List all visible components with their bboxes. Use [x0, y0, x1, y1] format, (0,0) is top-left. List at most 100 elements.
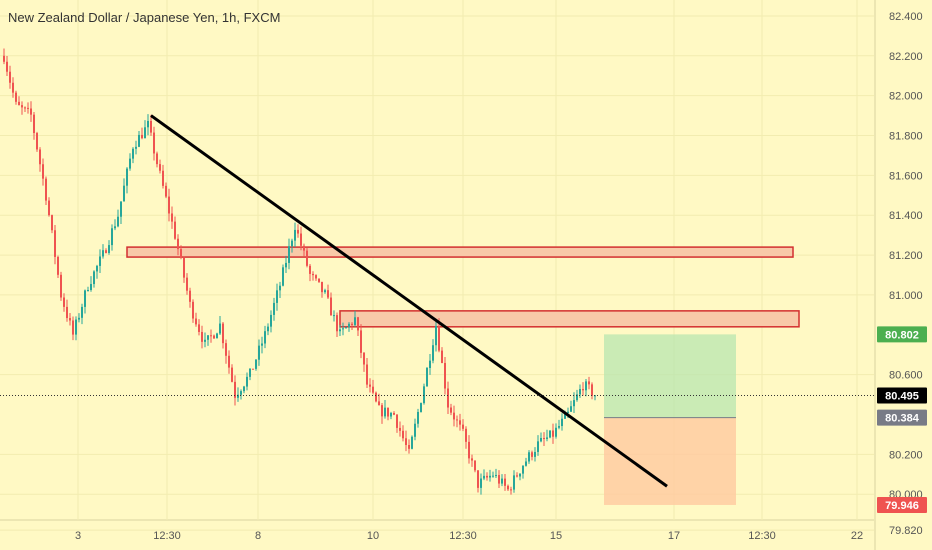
candle-body — [180, 249, 182, 258]
candle-body — [333, 315, 335, 317]
candle-body — [492, 475, 494, 477]
candle-body — [498, 475, 500, 484]
candle-body — [480, 478, 482, 488]
candle-body — [384, 407, 386, 417]
y-tick-label: 82.200 — [889, 51, 923, 63]
y-tick-label: 81.600 — [889, 170, 923, 182]
candle-body — [543, 438, 545, 440]
candle-body — [165, 185, 167, 197]
candle-body — [306, 250, 308, 266]
candle-body — [207, 335, 209, 340]
candle-body — [90, 284, 92, 291]
x-tick-label: 8 — [255, 530, 261, 542]
candle-body — [219, 323, 221, 334]
candle-body — [252, 368, 254, 370]
candle-body — [294, 229, 296, 241]
candle-body — [549, 430, 551, 438]
entry-price-label: 80.384 — [885, 413, 920, 425]
candle-body — [477, 470, 479, 488]
candle-body — [177, 238, 179, 250]
candle-body — [114, 226, 116, 229]
candle-body — [12, 82, 14, 93]
candle-body — [129, 158, 131, 169]
candle-body — [453, 412, 455, 420]
candle-body — [348, 323, 350, 328]
candle-body — [162, 170, 164, 186]
candle-body — [522, 465, 524, 474]
candle-body — [18, 101, 20, 106]
stop-price-label: 79.946 — [885, 500, 919, 512]
candle-body — [537, 441, 539, 452]
candle-body — [243, 386, 245, 392]
candle-body — [471, 458, 473, 461]
candle-body — [315, 275, 317, 279]
candle-body — [396, 414, 398, 428]
candle-body — [393, 412, 395, 415]
candle-body — [186, 277, 188, 291]
candle-body — [357, 317, 359, 331]
candle-body — [309, 265, 311, 274]
candle-body — [213, 335, 215, 339]
candle-body — [261, 343, 263, 346]
candle-body — [330, 297, 332, 316]
candle-body — [216, 333, 218, 339]
candle-body — [408, 445, 410, 449]
candle-body — [387, 407, 389, 417]
candle-body — [345, 327, 347, 329]
x-tick-label: 3 — [75, 530, 81, 542]
candle-body — [51, 215, 53, 231]
candle-body — [375, 392, 377, 402]
candle-body — [126, 168, 128, 186]
candle-body — [99, 256, 101, 266]
candle-body — [195, 318, 197, 325]
candle-body — [279, 285, 281, 291]
candle-body — [123, 185, 125, 202]
candle-body — [198, 324, 200, 332]
candle-body — [69, 318, 71, 321]
candle-body — [423, 386, 425, 404]
candle-body — [567, 411, 569, 414]
candle-body — [459, 420, 461, 425]
candle-body — [267, 326, 269, 332]
candle-body — [390, 412, 392, 417]
candle-body — [486, 475, 488, 478]
candle-body — [363, 352, 365, 365]
candle-body — [285, 262, 287, 268]
candle-body — [291, 240, 293, 247]
candle-body — [399, 427, 401, 431]
candle-body — [108, 245, 110, 253]
candle-body — [378, 401, 380, 406]
candle-body — [456, 419, 458, 421]
candle-body — [501, 478, 503, 484]
candle-body — [93, 271, 95, 285]
stop-price-label-bg — [877, 496, 927, 513]
y-tick-label: 82.400 — [889, 11, 923, 23]
y-tick-label: 80.200 — [889, 449, 923, 461]
candle-body — [171, 213, 173, 222]
candle-body — [510, 489, 512, 491]
candle-body — [519, 473, 521, 477]
candle-body — [588, 381, 590, 385]
candle-body — [87, 290, 89, 292]
candle-body — [552, 430, 554, 437]
candle-body — [48, 200, 50, 216]
candle-body — [420, 403, 422, 412]
candle-body — [534, 451, 536, 457]
x-tick-label: 22 — [851, 530, 863, 542]
candle-body — [351, 323, 353, 326]
candle-body — [84, 290, 86, 307]
candle-body — [240, 391, 242, 395]
candle-body — [153, 132, 155, 154]
candle-body — [201, 331, 203, 342]
trendline — [150, 114, 668, 488]
candle-body — [318, 278, 320, 282]
candle-body — [444, 362, 446, 389]
candle-body — [441, 350, 443, 363]
candle-body — [360, 330, 362, 353]
candle-body — [156, 153, 158, 165]
candle-body — [369, 384, 371, 387]
candle-body — [435, 325, 437, 346]
